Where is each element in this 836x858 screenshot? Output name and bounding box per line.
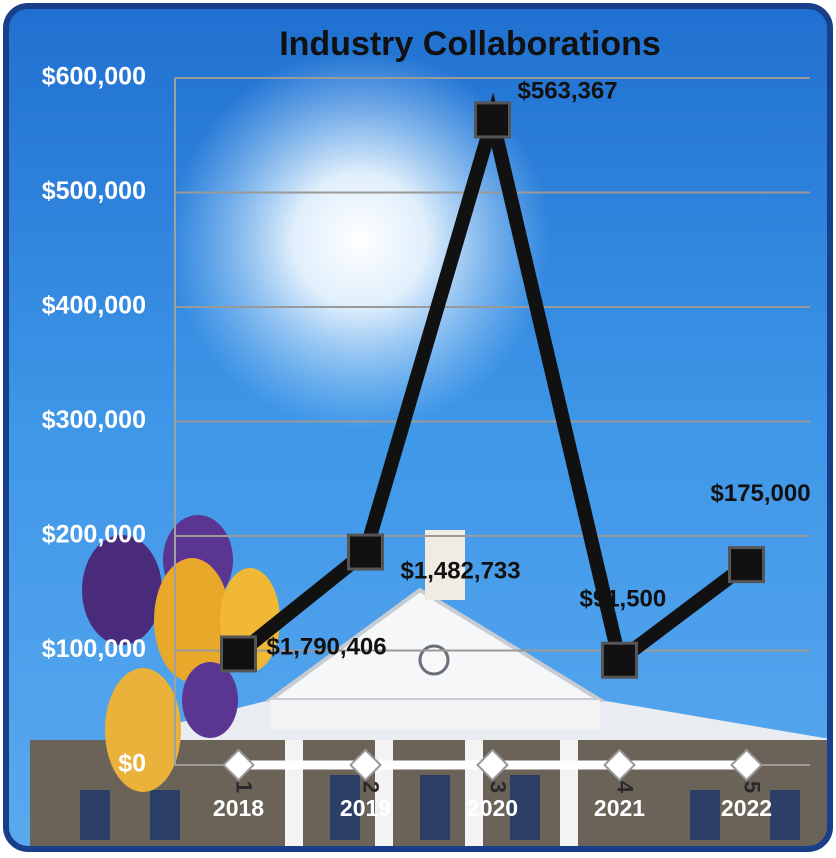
- annotation: $1,482,733: [401, 557, 521, 584]
- y-tick-label: $100,000: [42, 635, 146, 663]
- point-label: 3: [486, 781, 511, 793]
- x-tick-label: 2019: [340, 795, 391, 821]
- point-label: 5: [740, 781, 765, 793]
- y-tick-label: $600,000: [42, 63, 146, 91]
- annotation: $563,367: [518, 77, 618, 104]
- chart-title: Industry Collaborations: [279, 25, 661, 63]
- annotation: $175,000: [711, 480, 811, 507]
- y-tick-label: $0: [118, 750, 146, 778]
- x-tick-label: 2018: [213, 795, 264, 821]
- x-tick-label: 2020: [467, 795, 518, 821]
- point-marker: [476, 103, 510, 137]
- point-marker: [222, 637, 256, 671]
- annotation: $1,790,406: [267, 633, 387, 660]
- point-label: 2: [359, 781, 384, 793]
- point-label: 4: [613, 781, 638, 794]
- point-marker: [730, 548, 764, 582]
- y-tick-label: $400,000: [42, 292, 146, 320]
- x-tick-label: 2022: [721, 795, 772, 821]
- y-tick-label: $300,000: [42, 406, 146, 434]
- annotation: $91,500: [580, 586, 667, 613]
- y-tick-label: $500,000: [42, 177, 146, 205]
- point-label: 1: [232, 781, 257, 793]
- point-marker: [349, 535, 383, 569]
- x-tick-label: 2021: [594, 795, 645, 821]
- point-marker: [603, 643, 637, 677]
- chart: Industry Collaborations $0 $100,000 $200,0…: [0, 0, 836, 853]
- y-tick-label: $200,000: [42, 521, 146, 549]
